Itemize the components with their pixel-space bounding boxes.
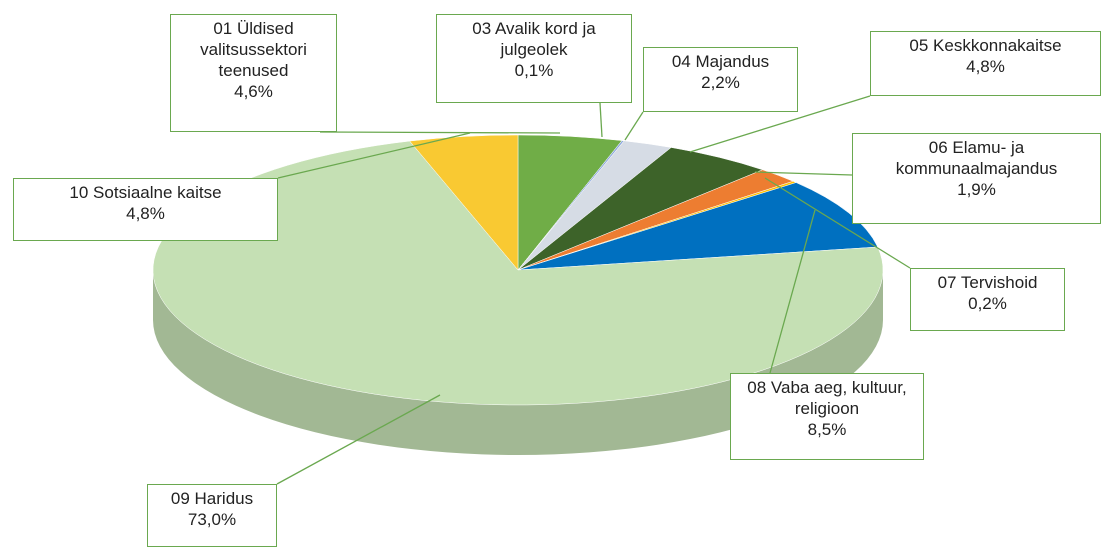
leader-line <box>769 209 816 374</box>
slice-label: 01 Üldised valitsussektori teenused <box>200 19 307 80</box>
slice-label: 03 Avalik kord ja julgeolek <box>472 19 596 59</box>
slice-label: 07 Tervishoid <box>937 273 1038 292</box>
callout: 07 Tervishoid 0,2% <box>910 268 1065 331</box>
leader-line <box>624 111 644 141</box>
slice-side <box>153 270 883 455</box>
callout: 01 Üldised valitsussektori teenused 4,6% <box>170 14 337 132</box>
value-label: 4,6% <box>234 82 273 101</box>
slice-label: 10 Sotsiaalne kaitse <box>69 183 222 202</box>
callout: 03 Avalik kord ja julgeolek 0,1% <box>436 14 632 103</box>
callout: 08 Vaba aeg, kultuur, religioon 8,5% <box>730 373 924 460</box>
value-label: 1,9% <box>957 180 996 199</box>
callout: 04 Majandus 2,2% <box>643 47 798 112</box>
value-label: 2,2% <box>701 73 740 92</box>
slice-label: 04 Majandus <box>671 52 770 71</box>
slice-label: 05 Keskkonnakaitse <box>909 36 1062 55</box>
leader-line <box>764 177 911 269</box>
value-label: 0,1% <box>514 61 554 80</box>
callout: 05 Keskkonnakaitse 4,8% <box>870 31 1101 96</box>
leader-line <box>319 131 561 134</box>
value-label: 4,8% <box>966 57 1005 76</box>
value-label: 4,8% <box>126 204 165 223</box>
leader-line <box>754 171 853 176</box>
leader-line <box>276 394 441 485</box>
value-label: 8,5% <box>807 420 847 439</box>
slice-label: 09 Haridus <box>170 489 254 508</box>
callout: 06 Elamu- ja kommunaalmajandus 1,9% <box>852 133 1101 224</box>
slice-label: 08 Vaba aeg, kultuur, religioon <box>747 378 907 418</box>
leader-line <box>599 102 603 138</box>
callout: 09 Haridus 73,0% <box>147 484 277 547</box>
slice <box>517 182 879 271</box>
slice-label: 06 Elamu- ja kommunaalmajandus <box>895 138 1058 178</box>
leader-line <box>689 95 871 153</box>
slice <box>409 134 519 271</box>
value-label: 73,0% <box>187 510 237 529</box>
leader-line <box>277 132 471 179</box>
callout: 10 Sotsiaalne kaitse 4,8% <box>13 178 278 241</box>
value-label: 0,2% <box>968 294 1007 313</box>
